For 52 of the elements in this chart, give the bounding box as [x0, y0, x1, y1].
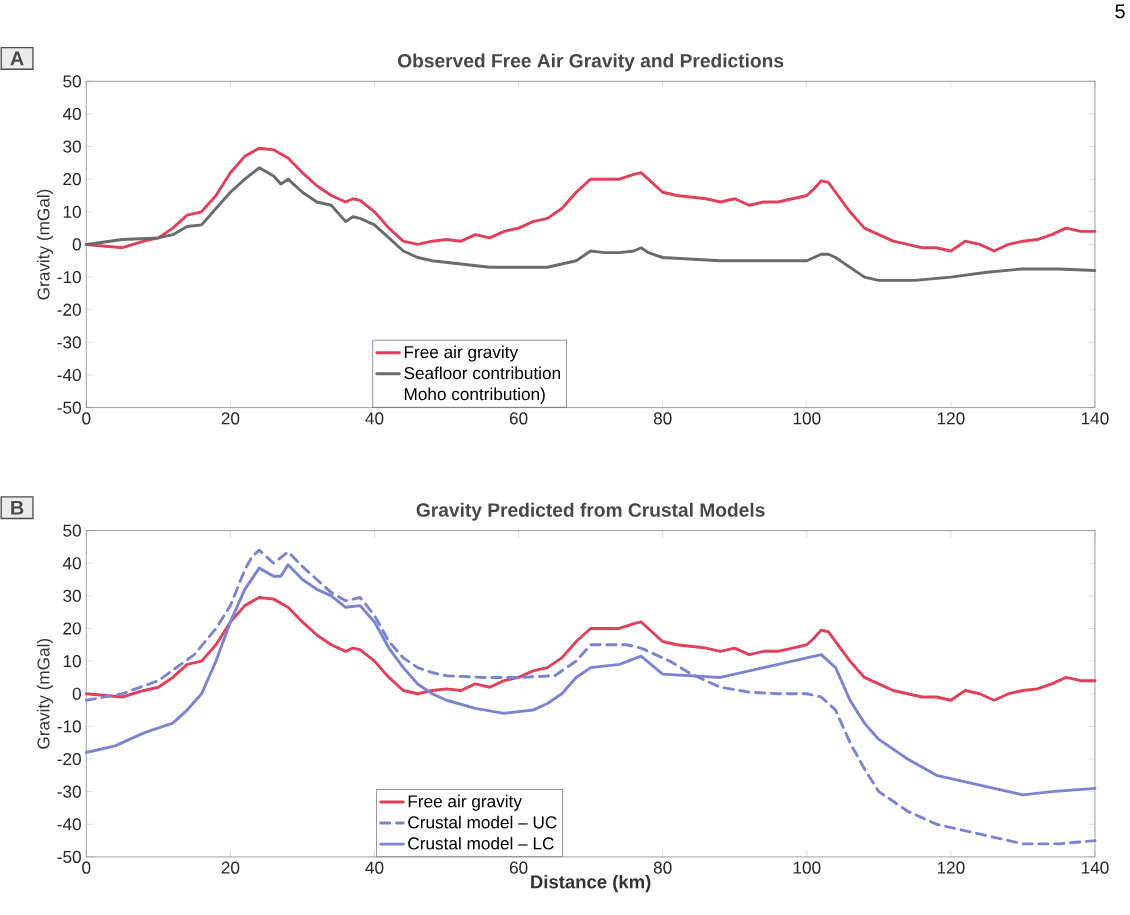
x-tick-label: 80 — [653, 412, 672, 425]
annotation: Moho contribution) — [404, 387, 545, 404]
y-tick-label: 0 — [72, 238, 81, 251]
x-tick-label: 140 — [1081, 412, 1109, 425]
legend-label: Seafloor contribution — [404, 366, 561, 379]
y-tick-label: -50 — [57, 850, 81, 863]
x-tick-label: 80 — [653, 861, 672, 874]
text: A — [10, 51, 24, 66]
x-tick-label: 100 — [793, 861, 821, 874]
y-tick-label: 30 — [63, 140, 81, 153]
chart-title: Observed Free Air Gravity and Predictions — [398, 53, 784, 72]
x-tick-label: 0 — [82, 412, 91, 425]
x-tick-label: 60 — [509, 412, 528, 425]
y-tick-label: 50 — [63, 75, 81, 88]
y-tick-label: -20 — [57, 303, 81, 316]
y-axis-title: Gravity (mGal) — [36, 638, 53, 749]
y-tick-label: 50 — [63, 524, 81, 537]
legend-label: Crustal model – UC — [408, 815, 557, 829]
y-tick-label: -20 — [57, 752, 81, 765]
text: B — [11, 500, 24, 515]
y-tick-label: -10 — [57, 270, 81, 283]
x-tick-label: 20 — [221, 412, 240, 425]
y-tick-label: -30 — [57, 785, 81, 798]
y-tick-label: -40 — [57, 817, 81, 831]
y-tick-label: 20 — [63, 172, 81, 186]
x-tick-label: 40 — [365, 412, 384, 425]
y-tick-label: 40 — [62, 107, 81, 120]
x-tick-label: 120 — [937, 412, 965, 425]
y-tick-label: 10 — [63, 654, 81, 667]
legend-label: Crustal model – LC — [408, 836, 554, 850]
x-axis-title: Distance (km) — [531, 874, 651, 892]
legend-label: Free air gravity — [408, 794, 522, 811]
x-tick-label: 20 — [221, 861, 240, 874]
legend-label: Free air gravity — [404, 345, 519, 362]
y-tick-label: 10 — [63, 205, 81, 218]
y-tick-label: 0 — [72, 687, 81, 700]
text: 5 — [1115, 4, 1125, 19]
y-tick-label: 20 — [63, 622, 81, 635]
y-tick-label: -10 — [57, 720, 81, 733]
chart-title: Gravity Predicted from Crustal Models — [416, 502, 765, 521]
x-tick-label: 60 — [509, 861, 528, 874]
x-tick-label: 0 — [82, 861, 91, 874]
x-tick-label: 140 — [1081, 861, 1109, 874]
y-tick-label: -40 — [57, 368, 81, 381]
y-axis-title: Gravity (mGal) — [36, 189, 53, 300]
x-tick-label: 100 — [793, 412, 821, 425]
y-tick-label: -50 — [57, 401, 81, 414]
y-tick-label: 40 — [62, 556, 81, 570]
x-tick-label: 120 — [937, 861, 965, 874]
x-tick-label: 40 — [365, 861, 384, 874]
y-tick-label: 30 — [63, 589, 81, 602]
y-tick-label: -30 — [57, 336, 81, 349]
